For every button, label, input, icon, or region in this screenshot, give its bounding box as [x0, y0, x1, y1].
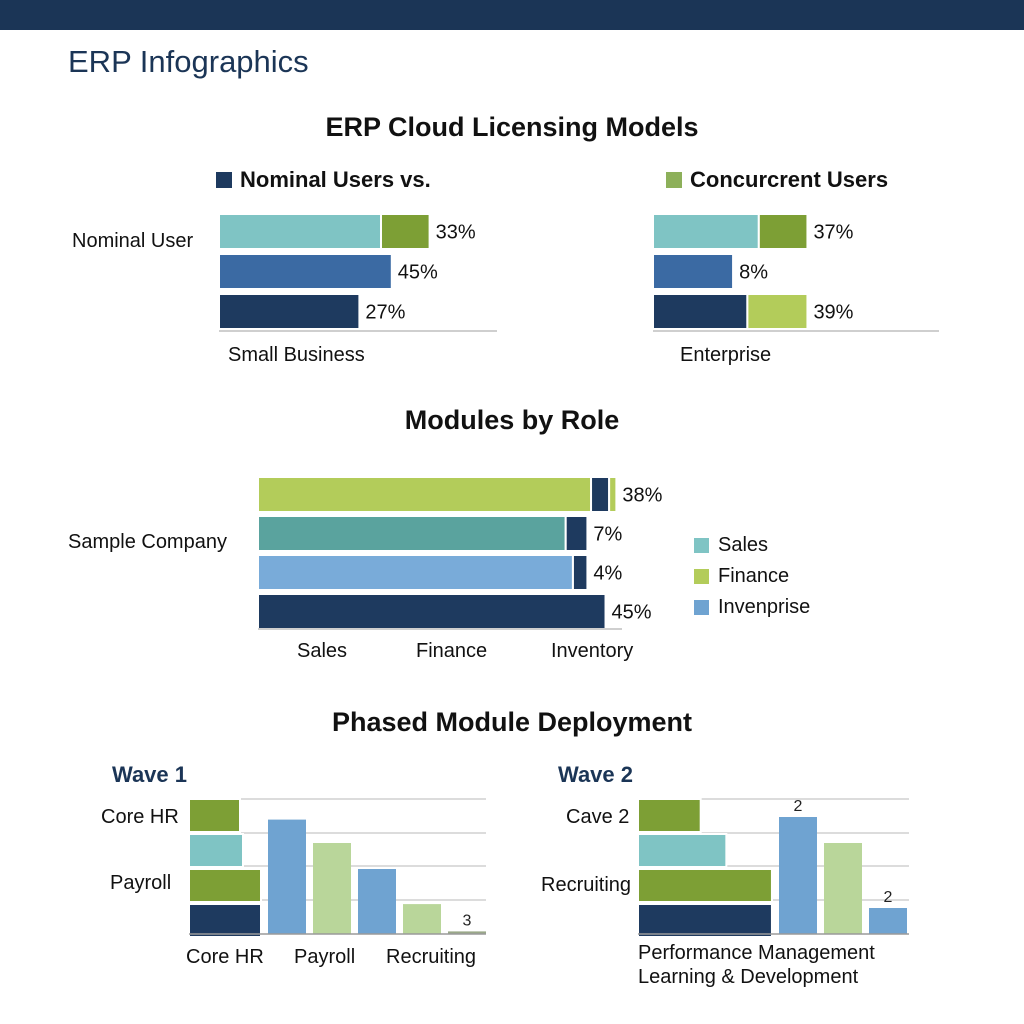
wave2-hbar-1 [637, 833, 728, 868]
wave1-cat-core-hr: Core HR [186, 946, 264, 968]
chart2-value-label-r2: 39% [813, 302, 853, 324]
wave2-vbar-1 [824, 843, 862, 934]
wave1-vbar-3 [403, 904, 441, 934]
wave2-hbar-2 [637, 868, 773, 903]
modules-cat-inventory: Inventory [551, 640, 634, 662]
chart1-bar-r2-s0 [218, 293, 361, 330]
chart2-value-label-r1: 8% [739, 262, 768, 284]
wave2-cat-performance: Performance Management [638, 942, 875, 964]
wave1-row-core-hr: Core HR [101, 806, 179, 828]
modules-legend-invenprise-label: Invenprise [718, 596, 811, 618]
chart3-value-label-r1: 7% [593, 524, 622, 546]
legend-nominal: Nominal Users vs. [216, 167, 431, 193]
top-banner [0, 0, 1024, 30]
wave1-vbar-label-4: 3 [463, 912, 472, 929]
wave2-vbar-label-0: 2 [794, 798, 803, 815]
legend-concurrent-swatch [666, 172, 682, 188]
wave2-row-cave2: Cave 2 [566, 806, 630, 828]
wave1-vbar-2 [358, 869, 396, 934]
modules-title: Modules by Role [404, 405, 620, 435]
modules-legend: Sales Finance Invenprise [694, 530, 810, 623]
chart3-value-label-r3: 45% [612, 602, 652, 624]
chart2-bar-r2-s0 [652, 293, 749, 330]
chart3-bar-r2-s0 [257, 554, 574, 591]
wave1-row-payroll: Payroll [110, 872, 172, 894]
chart3-bar-r0-s0 [257, 476, 593, 513]
chart3-value-label-r0: 38% [622, 485, 662, 507]
wave2-row-recruiting: Recruiting [541, 874, 632, 896]
modules-legend-finance-swatch [694, 569, 709, 584]
chart1-value-label-r1: 45% [398, 262, 438, 284]
legend-nominal-swatch [216, 172, 232, 188]
chart2-bar-r1-s0 [652, 253, 735, 290]
chart3-bar-r0-s1 [590, 476, 611, 513]
page-title: ERP Infographics [68, 44, 309, 79]
chart3-bar-r2-s1 [571, 554, 589, 591]
chart2-value-label-r0: 37% [813, 222, 853, 244]
chart3-bar-r1-s0 [257, 515, 567, 552]
chart1-bar-r0-s0 [218, 213, 382, 250]
wave2-vbar-2 [869, 908, 907, 934]
modules-legend-finance: Finance [694, 561, 810, 592]
chart3-value-label-r2: 4% [593, 563, 622, 585]
chart3-bar-r3-s0 [257, 593, 607, 630]
chart3-bar-r1-s1 [564, 515, 589, 552]
chart2-bar-r0-s1 [757, 213, 809, 250]
licensing-title: ERP Cloud Licensing Models [325, 112, 699, 142]
legend-nominal-label: Nominal Users vs. [240, 167, 431, 192]
modules-legend-sales-label: Sales [718, 534, 769, 556]
deployment-title: Phased Module Deployment [331, 707, 693, 737]
wave1-vbar-0 [268, 819, 306, 934]
wave1-hbar-0 [188, 798, 241, 833]
modules-legend-invenprise: Invenprise [694, 592, 810, 623]
chart1-value-label-r2: 27% [365, 302, 405, 324]
modules-cat-finance: Finance [416, 640, 488, 662]
wave1-hbar-3 [188, 903, 262, 938]
chart2-bar-r0-s0 [652, 213, 760, 250]
wave1-cat-payroll: Payroll [294, 946, 356, 968]
modules-legend-sales-swatch [694, 538, 709, 553]
chart2-xlabel: Enterprise [680, 344, 772, 366]
wave2-cat-learning: Learning & Development [638, 966, 859, 988]
modules-row-label: Sample Company [68, 531, 227, 553]
chart1-xlabel: Small Business [228, 344, 365, 366]
wave1-vbar-1 [313, 843, 351, 934]
modules-legend-invenprise-swatch [694, 600, 709, 615]
chart1-bar-r0-s1 [380, 213, 431, 250]
chart2-bar-r2-s1 [746, 293, 809, 330]
wave1-title: Wave 1 [112, 762, 188, 787]
wave1-vbar-4 [448, 931, 486, 934]
wave1-hbar-1 [188, 833, 244, 868]
modules-legend-sales: Sales [694, 530, 810, 561]
legend-concurrent-label: Concurcrent Users [690, 167, 889, 192]
chart1-value-label-r0: 33% [436, 222, 476, 244]
legend-concurrent: Concurcrent Users [666, 167, 888, 193]
modules-cat-sales: Sales [297, 640, 348, 662]
wave2-title: Wave 2 [558, 762, 634, 787]
modules-legend-finance-label: Finance [718, 565, 790, 587]
chart1-bar-r1-s0 [218, 253, 393, 290]
chart3-bar-r0-s2 [608, 476, 618, 513]
wave2-hbar-0 [637, 798, 702, 833]
wave1-cat-recruiting: Recruiting [386, 946, 477, 968]
wave2-vbar-label-2: 2 [884, 889, 893, 906]
wave2-vbar-0 [779, 817, 817, 934]
wave1-hbar-2 [188, 868, 262, 903]
licensing-row-label: Nominal User [72, 230, 194, 252]
wave2-hbar-3 [637, 903, 773, 938]
